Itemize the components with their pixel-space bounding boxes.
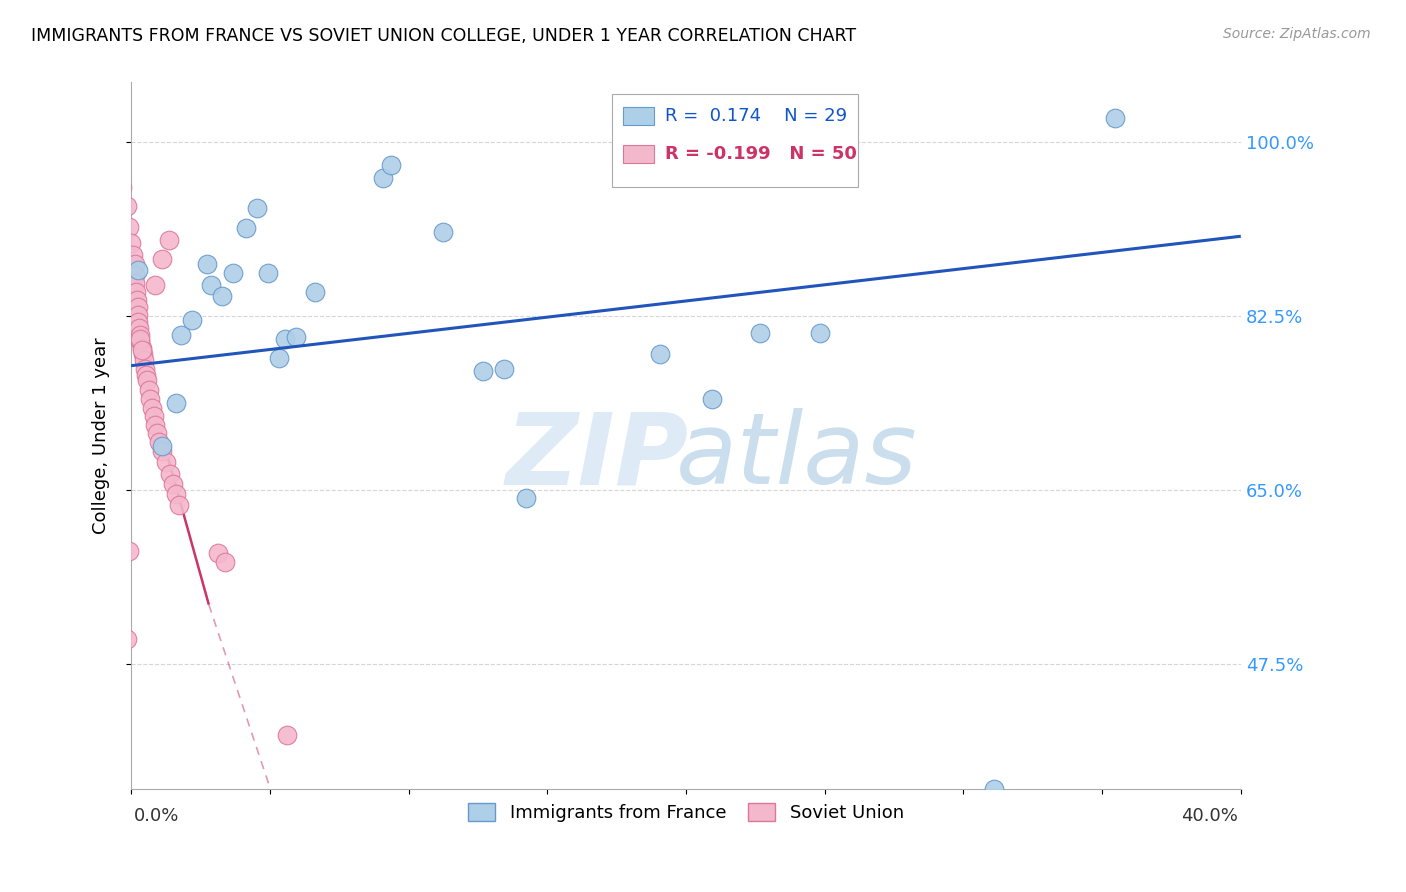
Point (148, 434, 170, 449)
Point (432, 225, 454, 239)
Point (157, 234, 180, 248)
Point (115, 199, 138, 213)
Point (127, 293, 149, 308)
Point (492, 362, 515, 376)
Point (101, 674, 124, 689)
Text: atlas: atlas (676, 409, 918, 505)
Point (145, 417, 167, 432)
Point (267, 351, 290, 366)
Point (134, 362, 156, 376)
Point (135, 373, 157, 387)
Point (983, 781, 1005, 796)
Text: R =  0.174    N = 29: R = 0.174 N = 29 (665, 107, 848, 125)
Text: 0.0%: 0.0% (134, 806, 180, 825)
Point (141, 401, 163, 415)
Point (101, 632, 124, 646)
Point (131, 341, 153, 355)
Point (159, 467, 181, 481)
Point (648, 347, 671, 361)
Point (124, 257, 146, 271)
Point (150, 444, 173, 458)
Point (150, 439, 173, 453)
Point (472, 364, 495, 378)
Point (214, 555, 236, 569)
Point (167, 498, 190, 512)
Point (304, 285, 326, 299)
Point (165, 487, 187, 501)
Point (155, 455, 177, 469)
Point (139, 392, 162, 406)
Point (257, 266, 280, 280)
Point (101, 128, 124, 143)
Point (142, 409, 165, 423)
Point (371, 171, 394, 186)
Text: IMMIGRANTS FROM FRANCE VS SOVIET UNION COLLEGE, UNDER 1 YEAR CORRELATION CHART: IMMIGRANTS FROM FRANCE VS SOVIET UNION C… (31, 27, 856, 45)
Point (246, 202, 269, 216)
Point (200, 278, 222, 293)
Point (124, 268, 146, 282)
Point (146, 426, 169, 441)
Point (111, 180, 134, 194)
Point (748, 326, 770, 340)
Point (104, 717, 127, 731)
Point (118, 219, 141, 234)
Point (122, 248, 145, 262)
Point (211, 289, 233, 303)
Text: Source: ZipAtlas.com: Source: ZipAtlas.com (1223, 27, 1371, 41)
Point (127, 263, 149, 277)
Point (274, 332, 297, 346)
Point (131, 343, 153, 357)
Text: R = -0.199   N = 50: R = -0.199 N = 50 (665, 145, 856, 163)
Point (1104, 112, 1126, 126)
Point (515, 491, 537, 505)
Point (222, 266, 245, 280)
Point (128, 321, 150, 335)
Point (145, 278, 167, 293)
Point (132, 347, 155, 361)
Point (128, 332, 150, 346)
Text: ZIP: ZIP (506, 409, 689, 505)
Point (127, 309, 149, 323)
Point (118, 544, 141, 558)
Point (180, 312, 202, 326)
Point (104, 155, 127, 169)
Point (162, 476, 184, 491)
Point (120, 235, 142, 250)
Point (115, 632, 138, 646)
Point (197, 257, 219, 271)
Point (235, 220, 257, 235)
Legend: Immigrants from France, Soviet Union: Immigrants from France, Soviet Union (461, 796, 911, 830)
Point (276, 728, 298, 742)
Point (165, 396, 187, 410)
Point (284, 330, 307, 344)
Point (207, 546, 229, 560)
Point (380, 158, 402, 172)
Point (170, 327, 193, 342)
Point (127, 315, 149, 329)
Point (150, 252, 173, 266)
Y-axis label: College, Under 1 year: College, Under 1 year (93, 337, 110, 533)
Point (128, 334, 150, 348)
Point (135, 368, 157, 383)
Point (104, 533, 127, 548)
Point (128, 327, 150, 342)
Point (124, 277, 146, 291)
Point (808, 326, 831, 340)
Point (127, 300, 149, 314)
Text: 40.0%: 40.0% (1181, 806, 1239, 825)
Point (138, 384, 160, 398)
Point (134, 353, 156, 368)
Point (700, 392, 723, 406)
Point (125, 285, 148, 299)
